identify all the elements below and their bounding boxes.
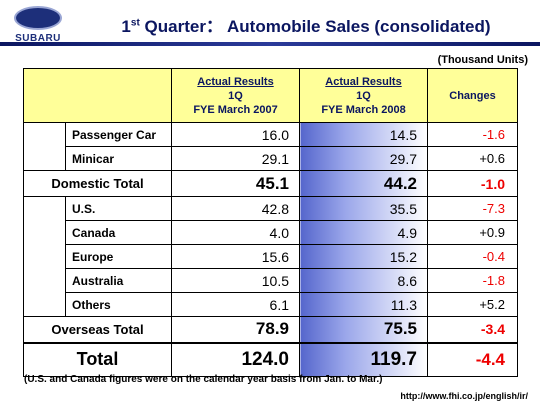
- header-row: Actual Results 1Q FYE March 2007 Actual …: [23, 68, 518, 123]
- table-row: Australia 10.5 8.6 -1.8: [24, 268, 518, 293]
- value-fy2007: 42.8: [171, 196, 300, 221]
- value-fy2007: 15.6: [171, 244, 300, 269]
- value-fy2008: 35.5: [299, 196, 428, 221]
- value-change: -1.8: [427, 268, 518, 293]
- table-row: Others 6.1 11.3 +5.2: [24, 292, 518, 317]
- indent-cell: [23, 196, 66, 317]
- value-change: -3.4: [427, 316, 518, 343]
- header-changes: Changes: [427, 68, 518, 123]
- value-change: +0.6: [427, 146, 518, 171]
- value-fy2008: 8.6: [299, 268, 428, 293]
- value-fy2008: 75.5: [299, 316, 428, 343]
- value-fy2007: 124.0: [171, 341, 300, 377]
- table-row: Passenger Car 16.0 14.5 -1.6: [23, 122, 518, 171]
- header-fy2007: Actual Results 1Q FYE March 2007: [171, 68, 300, 123]
- table-row: Europe 15.6 15.2 -0.4: [24, 244, 518, 269]
- table-row: Minicar 29.1 29.7 +0.6: [24, 146, 518, 171]
- pleiades-emblem-icon: [14, 6, 62, 30]
- value-fy2008: 29.7: [299, 146, 428, 171]
- value-fy2007: 4.0: [171, 220, 300, 245]
- value-fy2008: 15.2: [299, 244, 428, 269]
- indent-cell: [23, 122, 66, 171]
- row-label: Canada: [65, 220, 172, 245]
- website-url: http://www.fhi.co.jp/english/ir/: [400, 391, 528, 401]
- row-label: U.S.: [65, 196, 172, 221]
- header-fy2008: Actual Results 1Q FYE March 2008: [299, 68, 428, 123]
- value-change: -1.0: [427, 170, 518, 197]
- value-change: -0.4: [427, 244, 518, 269]
- page-title: 1st Quarter： Automobile Sales (consolida…: [121, 17, 491, 36]
- value-fy2008: 119.7: [299, 341, 428, 377]
- overseas-total-row: Overseas Total 78.9 75.5 -3.4: [23, 316, 518, 343]
- units-label: (Thousand Units): [437, 54, 528, 66]
- value-change: -1.6: [427, 122, 518, 147]
- domestic-total-row: Domestic Total 45.1 44.2 -1.0: [23, 170, 518, 197]
- title-divider: [0, 42, 540, 46]
- table-row: U.S. 42.8 35.5 -7.3: [23, 196, 518, 317]
- value-fy2008: 11.3: [299, 292, 428, 317]
- value-fy2007: 10.5: [171, 268, 300, 293]
- row-label: Minicar: [65, 146, 172, 171]
- value-change: +5.2: [427, 292, 518, 317]
- value-fy2008: 14.5: [299, 122, 428, 147]
- subaru-logo: SUBARU: [8, 6, 68, 44]
- value-fy2008: 44.2: [299, 170, 428, 197]
- header-blank: [23, 68, 172, 123]
- row-label: Total: [23, 341, 172, 377]
- value-fy2007: 6.1: [171, 292, 300, 317]
- row-label: Others: [65, 292, 172, 317]
- value-fy2007: 16.0: [171, 122, 300, 147]
- value-change: -7.3: [427, 196, 518, 221]
- value-change: -4.4: [427, 341, 518, 377]
- value-fy2007: 45.1: [171, 170, 300, 197]
- table-row: Canada 4.0 4.9 +0.9: [24, 220, 518, 245]
- grand-total-row: Total 124.0 119.7 -4.4: [23, 341, 518, 377]
- sales-table: Actual Results 1Q FYE March 2007 Actual …: [23, 68, 518, 377]
- value-fy2007: 78.9: [171, 316, 300, 343]
- value-change: +0.9: [427, 220, 518, 245]
- row-label: Europe: [65, 244, 172, 269]
- brand-wordmark: SUBARU: [15, 33, 61, 44]
- value-fy2007: 29.1: [171, 146, 300, 171]
- row-label: Overseas Total: [23, 316, 172, 343]
- row-label: Australia: [65, 268, 172, 293]
- value-fy2008: 4.9: [299, 220, 428, 245]
- footnote: (U.S. and Canada figures were on the cal…: [24, 374, 383, 385]
- row-label: Passenger Car: [65, 122, 172, 147]
- row-label: Domestic Total: [23, 170, 172, 197]
